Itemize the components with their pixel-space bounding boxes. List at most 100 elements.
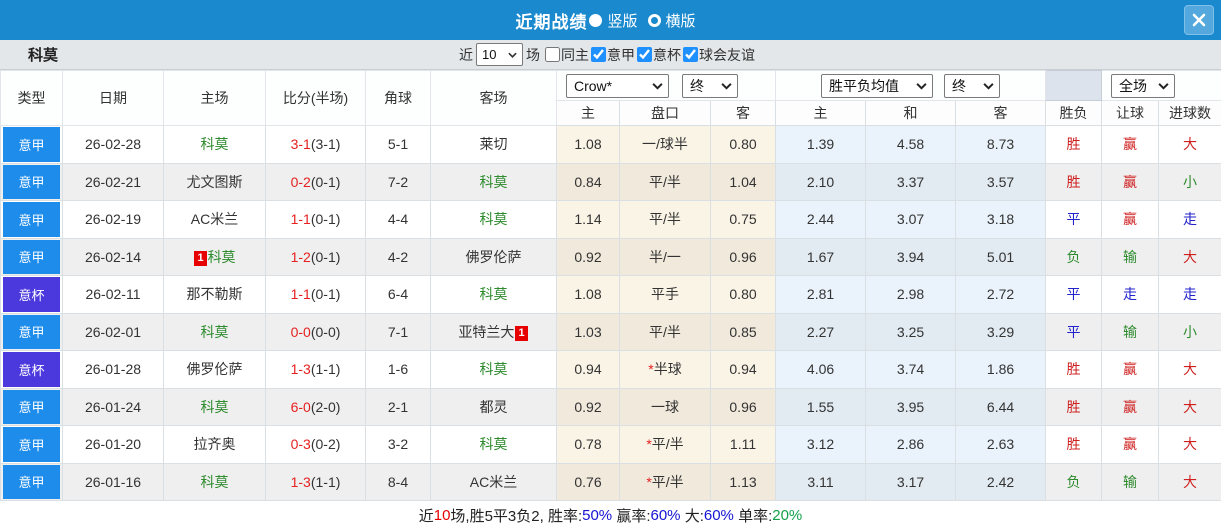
- checkbox-input-same-home[interactable]: [545, 47, 560, 62]
- col-header-handicap-away: 客: [709, 100, 777, 126]
- result-handicap: 走: [1101, 275, 1160, 314]
- panel-title: 近期战绩: [515, 12, 588, 32]
- col-header-away: 客场: [430, 70, 557, 126]
- checkbox-same-home[interactable]: 同主: [545, 45, 589, 65]
- handicap-line: 平手: [619, 275, 711, 314]
- handicap-away-odds: 0.80: [709, 125, 777, 164]
- checkbox-input-coppa-italia[interactable]: [637, 47, 652, 62]
- checkbox-club-friendly[interactable]: 球会友谊: [683, 45, 755, 65]
- avg-odds-select[interactable]: 胜平负均值: [822, 74, 933, 97]
- team-label: 尤文图斯: [186, 173, 243, 190]
- home-team: 科莫: [163, 387, 266, 426]
- fulltime-score: 6-0: [290, 398, 311, 415]
- result-goals: 大: [1158, 237, 1221, 276]
- avg-home-odds: 3.12: [775, 425, 867, 464]
- handicap-away-odds: 0.96: [709, 237, 777, 276]
- checkbox-input-serie-a[interactable]: [591, 47, 606, 62]
- col-header-date: 日期: [62, 70, 164, 126]
- corner-score: 7-2: [365, 162, 431, 201]
- avg-home-odds: 2.44: [775, 200, 867, 239]
- match-type-badge: 意甲: [3, 464, 60, 499]
- fulltime-score: 1-3: [290, 361, 311, 378]
- away-team: 科莫: [430, 275, 557, 314]
- away-team: 科莫: [430, 425, 557, 464]
- summary-segment: 60%: [650, 506, 681, 524]
- fulltime-score: 1-1: [290, 211, 311, 228]
- away-team: 莱切: [430, 125, 557, 164]
- away-team: 科莫: [430, 350, 557, 389]
- match-date: 26-02-11: [62, 275, 164, 314]
- avg-stage-select[interactable]: 终: [945, 74, 1000, 97]
- match-score: 1-3(1-1): [265, 350, 366, 389]
- handicap-line: 平/半: [619, 312, 711, 351]
- match-score: 0-0(0-0): [265, 312, 366, 351]
- corner-score: 1-6: [365, 350, 431, 389]
- avg-draw-odds: 3.74: [865, 350, 957, 389]
- layout-toggle: 竖版 横版: [589, 10, 705, 31]
- avg-away-odds: 6.44: [955, 387, 1047, 426]
- result-outcome: 负: [1045, 237, 1103, 276]
- match-count-select[interactable]: 10: [477, 44, 522, 65]
- radio-icon: [647, 13, 661, 27]
- col-header-goals: 进球数: [1158, 100, 1221, 126]
- team-label: 科莫: [200, 323, 229, 340]
- checkbox-coppa-italia[interactable]: 意杯: [637, 45, 681, 65]
- result-goals: 大: [1158, 387, 1221, 426]
- result-handicap: 赢: [1101, 425, 1160, 464]
- handicap-asterisk: *: [646, 473, 652, 490]
- match-type-badge: 意甲: [3, 427, 60, 462]
- summary-segment: 20%: [772, 506, 803, 524]
- summary-segment: 近: [418, 507, 434, 525]
- checkbox-serie-a[interactable]: 意甲: [591, 45, 635, 65]
- corner-score: 4-2: [365, 237, 431, 276]
- match-score: 1-1(0-1): [265, 275, 366, 314]
- handicap-away-odds: 0.94: [709, 350, 777, 389]
- checkbox-input-club-friendly[interactable]: [683, 47, 698, 62]
- result-handicap: 赢: [1101, 125, 1160, 164]
- radio-label: 竖版: [607, 12, 638, 30]
- match-type-badge: 意甲: [3, 202, 60, 237]
- avg-draw-odds: 3.07: [865, 200, 957, 239]
- handicap-stage-select[interactable]: 终: [683, 74, 737, 97]
- table-row: 意杯 26-01-28 佛罗伦萨 1-3(1-1) 1-6 科莫 0.94 *半…: [0, 350, 1221, 389]
- match-type-badge: 意甲: [3, 164, 60, 199]
- team-label: 科莫: [479, 436, 508, 453]
- handicap-line: 一/球半: [619, 125, 711, 164]
- away-team: 都灵: [430, 387, 557, 426]
- result-outcome: 胜: [1045, 162, 1103, 201]
- avg-draw-odds: 3.37: [865, 162, 957, 201]
- result-outcome: 胜: [1045, 350, 1103, 389]
- layout-option-horizontal[interactable]: 横版: [647, 10, 696, 31]
- halftime-score: (0-1): [310, 286, 341, 303]
- fulltime-score: 0-3: [290, 436, 311, 453]
- result-goals: 小: [1158, 312, 1221, 351]
- match-score: 3-1(3-1): [265, 125, 366, 164]
- halftime-score: (1-1): [310, 473, 341, 490]
- close-button[interactable]: [1184, 5, 1214, 35]
- table-row: 意甲 26-01-24 科莫 6-0(2-0) 2-1 都灵 0.92 一球 0…: [0, 387, 1221, 426]
- bookmaker-select[interactable]: Crow*: [567, 74, 668, 97]
- layout-option-vertical[interactable]: 竖版: [589, 10, 638, 31]
- corner-score: 6-4: [365, 275, 431, 314]
- avg-home-odds: 2.10: [775, 162, 867, 201]
- result-outcome: 胜: [1045, 425, 1103, 464]
- col-header-handicap-line: 盘口: [619, 100, 711, 126]
- handicap-away-odds: 1.04: [709, 162, 777, 201]
- avg-away-odds: 2.63: [955, 425, 1047, 464]
- corner-score: 2-1: [365, 387, 431, 426]
- handicap-asterisk: *: [648, 361, 654, 378]
- col-header-outcome: 胜负: [1045, 100, 1103, 126]
- filter-bar: 科莫 近 10 场 同主 意甲 意杯 球会友谊: [0, 40, 1221, 70]
- fulltime-score: 0-2: [290, 173, 311, 190]
- scope-select[interactable]: 全场: [1112, 74, 1175, 97]
- fulltime-score: 0-0: [290, 323, 311, 340]
- match-score: 6-0(2-0): [265, 387, 366, 426]
- result-goals: 大: [1158, 462, 1221, 501]
- corner-score: 8-4: [365, 462, 431, 501]
- radio-icon: [589, 13, 603, 27]
- handicap-home-odds: 0.92: [556, 387, 620, 426]
- summary-segment: 10: [433, 506, 451, 524]
- avg-home-odds: 2.81: [775, 275, 867, 314]
- team-label: AC米兰: [469, 473, 518, 490]
